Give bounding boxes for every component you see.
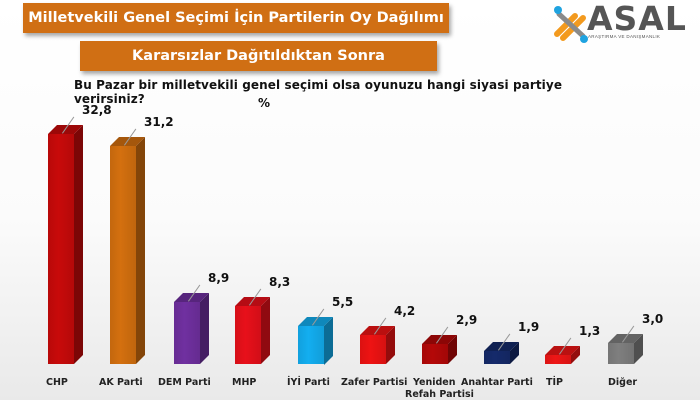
bar-ti-p [545, 345, 581, 364]
value-label: 8,9 [208, 270, 230, 285]
category-label: CHP [46, 377, 68, 388]
bar-side-face [200, 292, 209, 364]
bar-zafer-partisi [360, 325, 396, 364]
logo-name: ASAL [587, 0, 687, 38]
category-label: Diğer [608, 377, 638, 388]
unit-label: % [258, 96, 271, 110]
logo-tagline: ARAŞTIRMA VE DANIŞMANLIK [588, 34, 661, 39]
chart-title: Milletvekili Genel Seçimi İçin Partileri… [28, 10, 444, 26]
category-label: Yeniden Refah Partisi [405, 377, 474, 400]
logo-mark-icon [554, 6, 588, 43]
category-label: İYİ Parti [287, 377, 330, 388]
bar-anahtar-parti [484, 341, 520, 364]
value-label: 8,3 [269, 274, 291, 289]
bar-front-face [484, 350, 510, 364]
bar-front-face [360, 334, 386, 364]
category-label: TİP [546, 377, 563, 388]
chart-subtitle: Kararsızlar Dağıtıldıktan Sonra [132, 48, 385, 64]
chart-title-banner: Milletvekili Genel Seçimi İçin Partileri… [23, 3, 449, 33]
bar-side-face [136, 136, 145, 364]
asal-logo: ASAL ARAŞTIRMA VE DANIŞMANLIK [553, 0, 700, 43]
bar-dem-parti [174, 292, 210, 364]
category-label: AK Parti [99, 377, 143, 388]
bar-chp [48, 125, 84, 364]
value-label: 5,5 [332, 294, 354, 309]
bar-front-face [48, 134, 74, 364]
chart-subtitle-banner: Kararsızlar Dağıtıldıktan Sonra [80, 41, 437, 71]
bar-mhp [235, 296, 271, 364]
bar-side-face [74, 125, 83, 364]
value-label: 1,3 [579, 323, 601, 338]
bar-yeniden-refah-partisi [422, 334, 458, 364]
bar-diğer [608, 334, 644, 364]
value-label: 3,0 [642, 312, 664, 326]
bar-ak-parti [110, 136, 146, 364]
bar-front-face [174, 301, 200, 364]
bar-front-face [235, 305, 261, 364]
value-label: 2,9 [456, 312, 478, 327]
value-label: 31,2 [144, 114, 174, 129]
value-label: 1,9 [518, 319, 540, 334]
bar-i-yi-parti [298, 316, 334, 364]
bar-side-face [261, 296, 270, 364]
survey-question: Bu Pazar bir milletvekili genel seçimi o… [74, 78, 563, 106]
bar-front-face [545, 354, 571, 364]
category-label: MHP [232, 377, 257, 388]
category-label: DEM Parti [158, 377, 211, 388]
bar-front-face [608, 343, 634, 364]
bar-front-face [110, 145, 136, 364]
category-label: Anahtar Parti [461, 377, 533, 388]
value-label: 4,2 [394, 303, 416, 318]
bar-front-face [422, 343, 448, 364]
category-label: Zafer Partisi [341, 377, 408, 388]
bar-front-face [298, 325, 324, 364]
value-label: 32,8 [82, 103, 112, 118]
